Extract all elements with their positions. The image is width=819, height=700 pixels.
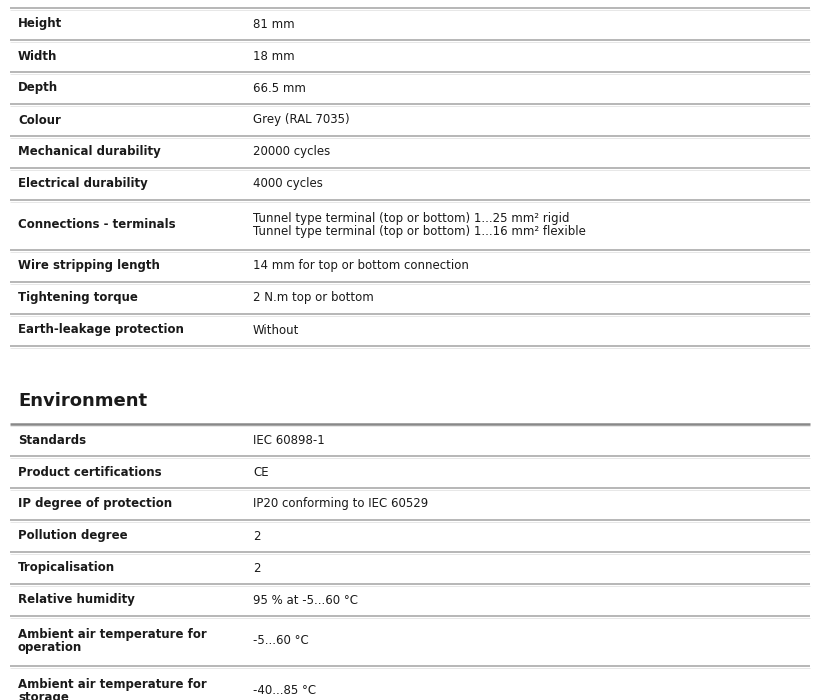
Text: IEC 60898-1: IEC 60898-1: [253, 433, 324, 447]
Text: 81 mm: 81 mm: [253, 18, 294, 31]
Text: Ambient air temperature for: Ambient air temperature for: [18, 628, 206, 641]
Text: Width: Width: [18, 50, 57, 62]
Text: 18 mm: 18 mm: [253, 50, 294, 62]
Text: 14 mm for top or bottom connection: 14 mm for top or bottom connection: [253, 260, 468, 272]
Text: Relative humidity: Relative humidity: [18, 594, 134, 606]
Text: Without: Without: [253, 323, 299, 337]
Text: storage: storage: [18, 691, 69, 700]
Text: Tropicalisation: Tropicalisation: [18, 561, 115, 575]
Text: Electrical durability: Electrical durability: [18, 178, 147, 190]
Text: Height: Height: [18, 18, 62, 31]
Text: Ambient air temperature for: Ambient air temperature for: [18, 678, 206, 691]
Text: -40...85 °C: -40...85 °C: [253, 685, 316, 697]
Text: Tunnel type terminal (top or bottom) 1...16 mm² flexible: Tunnel type terminal (top or bottom) 1..…: [253, 225, 585, 238]
Text: IP20 conforming to IEC 60529: IP20 conforming to IEC 60529: [253, 498, 428, 510]
Text: 20000 cycles: 20000 cycles: [253, 146, 330, 158]
Text: -5...60 °C: -5...60 °C: [253, 634, 309, 648]
Text: 2: 2: [253, 529, 260, 542]
Text: Tunnel type terminal (top or bottom) 1...25 mm² rigid: Tunnel type terminal (top or bottom) 1..…: [253, 212, 569, 225]
Text: Pollution degree: Pollution degree: [18, 529, 128, 542]
Text: 4000 cycles: 4000 cycles: [253, 178, 323, 190]
Text: Grey (RAL 7035): Grey (RAL 7035): [253, 113, 349, 127]
Text: operation: operation: [18, 641, 82, 654]
Text: IP degree of protection: IP degree of protection: [18, 498, 172, 510]
Text: Environment: Environment: [18, 392, 147, 410]
Text: Earth-leakage protection: Earth-leakage protection: [18, 323, 183, 337]
Text: Standards: Standards: [18, 433, 86, 447]
Text: Product certifications: Product certifications: [18, 466, 161, 479]
Text: 95 % at -5...60 °C: 95 % at -5...60 °C: [253, 594, 358, 606]
Text: 2 N.m top or bottom: 2 N.m top or bottom: [253, 291, 373, 304]
Text: 2: 2: [253, 561, 260, 575]
Text: Colour: Colour: [18, 113, 61, 127]
Text: Tightening torque: Tightening torque: [18, 291, 138, 304]
Text: 66.5 mm: 66.5 mm: [253, 81, 305, 94]
Text: Depth: Depth: [18, 81, 58, 94]
Text: Mechanical durability: Mechanical durability: [18, 146, 161, 158]
Text: Connections - terminals: Connections - terminals: [18, 218, 175, 232]
Text: CE: CE: [253, 466, 269, 479]
Text: Wire stripping length: Wire stripping length: [18, 260, 160, 272]
